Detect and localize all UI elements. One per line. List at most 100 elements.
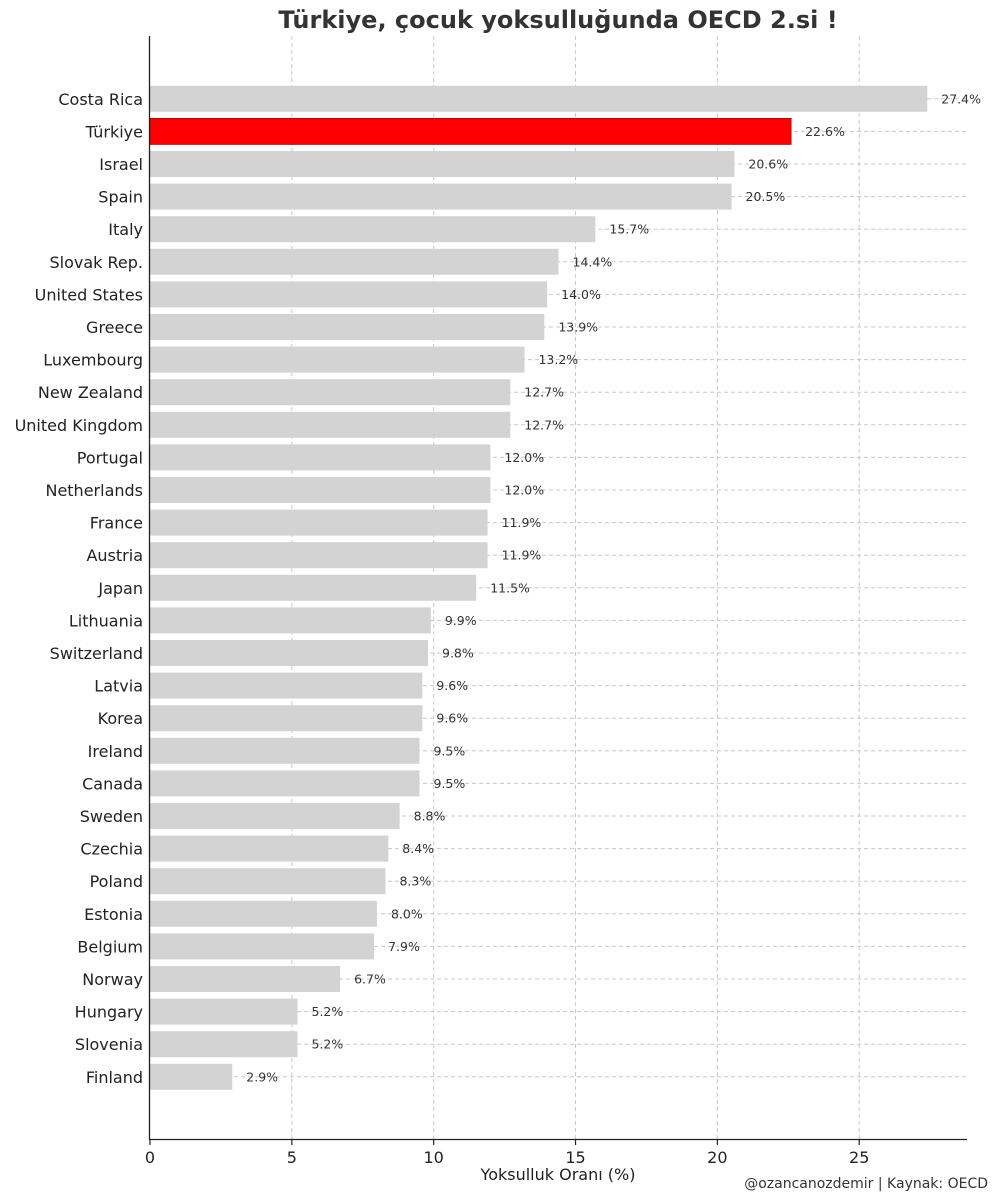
value-label-25: 8.0% xyxy=(391,906,423,921)
value-label-2: 20.6% xyxy=(748,157,788,172)
x-ticks: 0 5 10 15 20 25 xyxy=(145,1139,869,1167)
category-label-16: Lithuania xyxy=(69,611,143,630)
x-tick-label-2: 10 xyxy=(424,1148,444,1167)
value-label-18: 9.6% xyxy=(436,678,468,693)
bar-14 xyxy=(150,542,488,569)
value-label-19: 9.6% xyxy=(436,711,468,726)
value-label-28: 5.2% xyxy=(312,1004,344,1019)
bar-25 xyxy=(150,900,377,927)
value-label-27: 6.7% xyxy=(354,972,386,987)
value-label-10: 12.7% xyxy=(524,417,564,432)
bar-9 xyxy=(150,379,511,406)
bar-2 xyxy=(150,151,735,177)
category-label-12: Netherlands xyxy=(45,481,143,500)
category-label-4: Italy xyxy=(108,220,143,239)
bar-21 xyxy=(150,770,420,797)
category-label-17: Switzerland xyxy=(50,644,143,663)
category-label-11: Portugal xyxy=(77,448,143,467)
bar-15 xyxy=(150,574,477,601)
bar-24 xyxy=(150,868,386,895)
bar-5 xyxy=(150,248,559,275)
bar-26 xyxy=(150,933,375,960)
value-label-26: 7.9% xyxy=(388,939,420,954)
value-label-29: 5.2% xyxy=(312,1037,344,1052)
value-label-3: 20.5% xyxy=(746,189,786,204)
category-label-3: Spain xyxy=(98,188,143,207)
bar-30 xyxy=(150,1063,233,1090)
category-label-25: Estonia xyxy=(84,905,143,924)
bar-8 xyxy=(150,346,525,373)
bar-20 xyxy=(150,737,420,764)
bar-28 xyxy=(150,998,298,1025)
value-label-13: 11.9% xyxy=(502,515,542,530)
bar-27 xyxy=(150,966,341,992)
value-label-22: 8.8% xyxy=(414,809,446,824)
bar-22 xyxy=(150,803,400,829)
x-tick-label-5: 25 xyxy=(849,1148,869,1167)
bar-29 xyxy=(150,1031,298,1058)
value-label-14: 11.9% xyxy=(502,548,542,563)
bar-6 xyxy=(150,281,548,308)
bar-17 xyxy=(150,640,429,666)
x-tick-label-4: 20 xyxy=(707,1148,727,1167)
category-label-0: Costa Rica xyxy=(58,90,143,109)
value-label-21: 9.5% xyxy=(433,776,465,791)
category-label-27: Norway xyxy=(82,970,143,989)
category-label-13: France xyxy=(90,514,143,533)
bar-4 xyxy=(150,216,596,243)
category-label-19: Korea xyxy=(98,709,143,728)
category-label-26: Belgium xyxy=(77,937,143,956)
category-labels: Costa Rica Türkiye Israel Spain Italy Slovak … xyxy=(15,90,143,1087)
x-tick-label-3: 15 xyxy=(565,1148,585,1167)
bar-0 xyxy=(150,85,928,112)
x-tick-label-0: 0 xyxy=(145,1148,155,1167)
category-label-7: Greece xyxy=(86,318,143,337)
source-credit: @ozancanozdemir | Kaynak: OECD xyxy=(744,1176,988,1192)
category-label-1: Türkiye xyxy=(85,122,143,141)
bars xyxy=(149,85,928,1090)
value-label-1: 22.6% xyxy=(805,124,845,139)
category-label-6: United States xyxy=(35,285,143,304)
value-label-17: 9.8% xyxy=(442,646,474,661)
value-label-12: 12.0% xyxy=(504,483,544,498)
category-label-15: Japan xyxy=(97,579,143,598)
category-label-22: Sweden xyxy=(80,807,143,826)
value-label-7: 13.9% xyxy=(558,320,598,335)
bar-23 xyxy=(150,835,389,862)
value-label-20: 9.5% xyxy=(433,743,465,758)
value-label-11: 12.0% xyxy=(504,450,544,465)
category-label-8: Luxembourg xyxy=(43,351,143,370)
value-label-0: 27.4% xyxy=(941,91,981,106)
bar-19 xyxy=(150,705,423,732)
value-label-5: 14.4% xyxy=(573,254,613,269)
bar-1 xyxy=(149,118,792,145)
category-label-18: Latvia xyxy=(94,677,143,696)
category-label-2: Israel xyxy=(99,155,143,174)
x-tick-label-1: 5 xyxy=(287,1148,297,1167)
value-label-4: 15.7% xyxy=(609,222,649,237)
category-label-5: Slovak Rep. xyxy=(50,253,144,272)
value-label-23: 8.4% xyxy=(402,841,434,856)
value-label-8: 13.2% xyxy=(538,352,578,367)
value-labels: 27.4% 22.6% 20.6% 20.5% 15.7% 14.4% 14.0% 13.9%… xyxy=(246,91,981,1084)
value-label-15: 11.5% xyxy=(490,580,530,595)
category-label-14: Austria xyxy=(86,546,143,565)
category-label-10: United Kingdom xyxy=(15,416,143,435)
bar-12 xyxy=(150,477,491,503)
chart-title: Türkiye, çocuk yoksulluğunda OECD 2.si ! xyxy=(278,6,837,34)
value-label-16: 9.9% xyxy=(445,613,477,628)
axes xyxy=(148,36,967,1141)
category-label-23: Czechia xyxy=(80,840,143,859)
category-label-29: Slovenia xyxy=(75,1035,143,1054)
category-label-28: Hungary xyxy=(75,1003,143,1022)
bar-11 xyxy=(150,444,491,471)
bar-10 xyxy=(150,411,511,438)
bar-18 xyxy=(150,672,423,699)
bar-7 xyxy=(150,314,545,340)
category-label-9: New Zealand xyxy=(38,383,143,402)
category-label-24: Poland xyxy=(90,872,143,891)
bar-3 xyxy=(150,183,732,210)
category-label-21: Canada xyxy=(82,774,143,793)
category-label-20: Ireland xyxy=(88,742,143,761)
